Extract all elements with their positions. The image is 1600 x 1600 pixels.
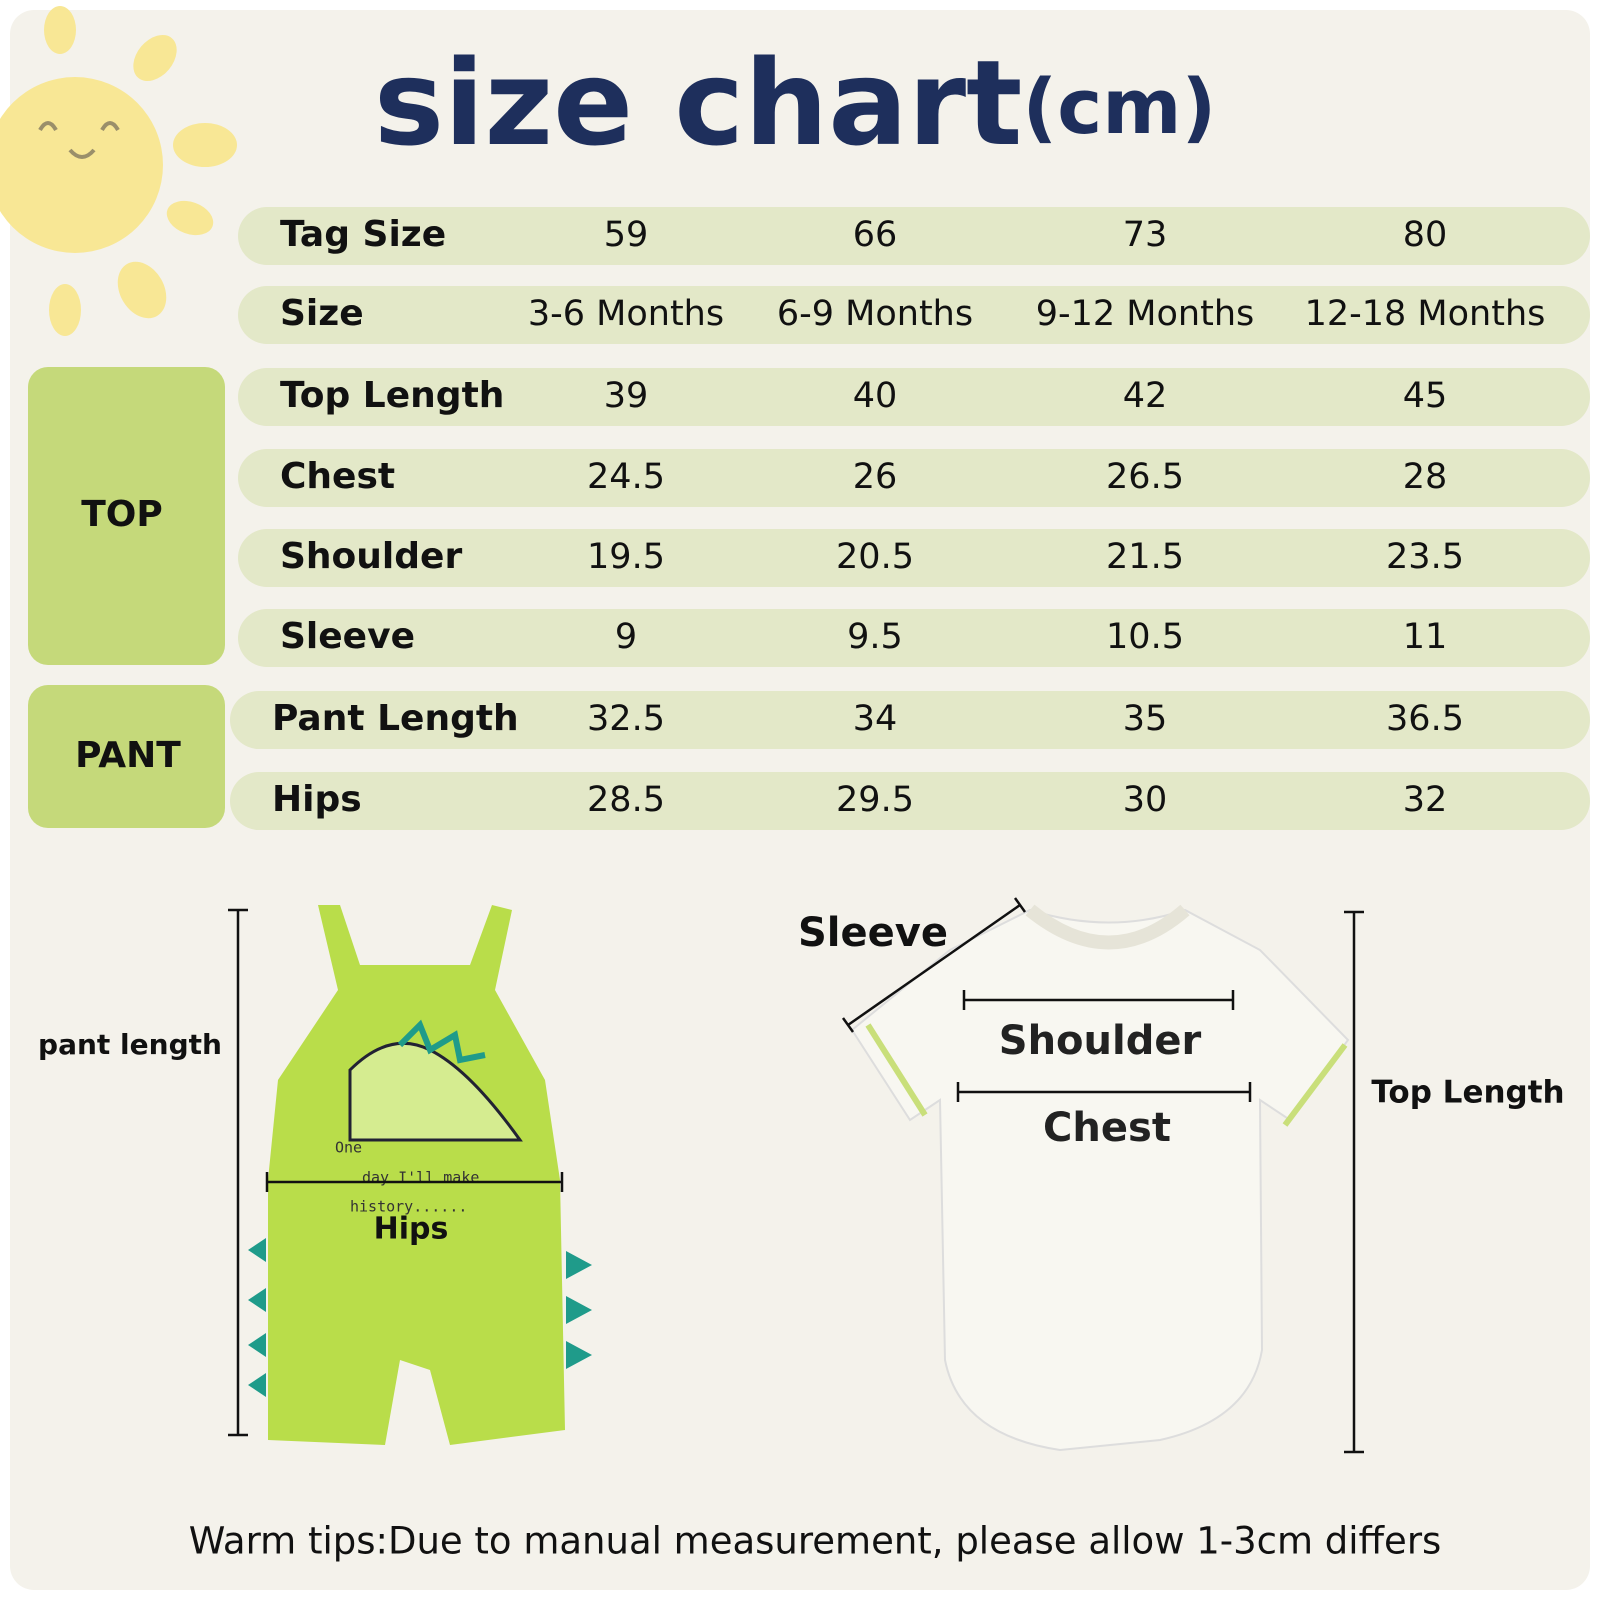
table-row [238, 609, 1590, 667]
cell: 39 [604, 376, 649, 416]
cell: 40 [853, 376, 898, 416]
cell: 20.5 [836, 537, 914, 577]
row-label: Sleeve [280, 616, 415, 657]
cell: 73 [1123, 215, 1168, 255]
cell: 28.5 [587, 780, 665, 820]
overalls-illustration: One day I'll make history...... [248, 905, 592, 1445]
table-row [238, 368, 1590, 426]
measure-label: Sleeve [798, 910, 948, 956]
cell: 6-9 Months [777, 294, 973, 334]
table-row [238, 286, 1590, 344]
measure-label: Shoulder [999, 1018, 1202, 1064]
sun-decoration [0, 6, 237, 336]
cell: 9-12 Months [1036, 294, 1255, 334]
cell: 32 [1403, 780, 1448, 820]
measurement-lines [228, 897, 1364, 1454]
cell: 23.5 [1386, 537, 1464, 577]
cell: 26.5 [1106, 457, 1184, 497]
row-label: Hips [272, 779, 362, 820]
bodysuit-illustration [850, 904, 1350, 1452]
cell: 35 [1123, 699, 1168, 739]
row-label: Tag Size [280, 214, 446, 255]
group-box [28, 367, 225, 665]
cell: 42 [1123, 376, 1168, 416]
cell: 30 [1123, 780, 1168, 820]
cell: 11 [1403, 617, 1448, 657]
cell: 12-18 Months [1305, 294, 1546, 334]
table-row [238, 529, 1590, 587]
size-table: Tag Size 59 66 73 80 Size 3-6 Months 6-9 Months… [230, 207, 1590, 830]
cell: 59 [604, 215, 649, 255]
table-row [238, 207, 1590, 265]
group-label: PANT [75, 735, 181, 776]
footer-note: Warm tips:Due to manual measurement, ple… [189, 1520, 1442, 1563]
row-label: Pant Length [272, 698, 519, 739]
row-label: Chest [280, 456, 395, 497]
row-label: Top Length [280, 375, 504, 416]
measure-label: Top Length [1371, 1075, 1564, 1111]
row-label: Shoulder [280, 536, 462, 577]
measure-label: Hips [374, 1212, 449, 1247]
print-text: history...... [350, 1198, 467, 1216]
cell: 9.5 [847, 617, 903, 657]
table-row [230, 691, 1590, 749]
cell: 26 [853, 457, 898, 497]
cell: 9 [615, 617, 637, 657]
cell: 66 [853, 215, 898, 255]
cell: 28 [1403, 457, 1448, 497]
cell: 19.5 [587, 537, 665, 577]
print-text: day I'll make [362, 1169, 479, 1187]
measure-label: pant length [38, 1028, 222, 1061]
cell: 80 [1403, 215, 1448, 255]
cell: 32.5 [587, 699, 665, 739]
cell: 24.5 [587, 457, 665, 497]
table-row [238, 449, 1590, 507]
group-label: TOP [81, 494, 163, 535]
group-box [28, 685, 225, 828]
title-unit: (cm) [1022, 62, 1216, 151]
measure-label: Chest [1043, 1105, 1171, 1151]
cell: 45 [1403, 376, 1448, 416]
cell: 34 [853, 699, 898, 739]
title: size chart(cm) [374, 34, 1216, 172]
table-row [230, 772, 1590, 830]
title-text: size chart [374, 34, 1023, 172]
cell: 3-6 Months [528, 294, 724, 334]
cell: 10.5 [1106, 617, 1184, 657]
cell: 21.5 [1106, 537, 1184, 577]
row-label: Size [280, 293, 364, 334]
cell: 36.5 [1386, 699, 1464, 739]
cell: 29.5 [836, 780, 914, 820]
print-text: One [335, 1139, 362, 1157]
